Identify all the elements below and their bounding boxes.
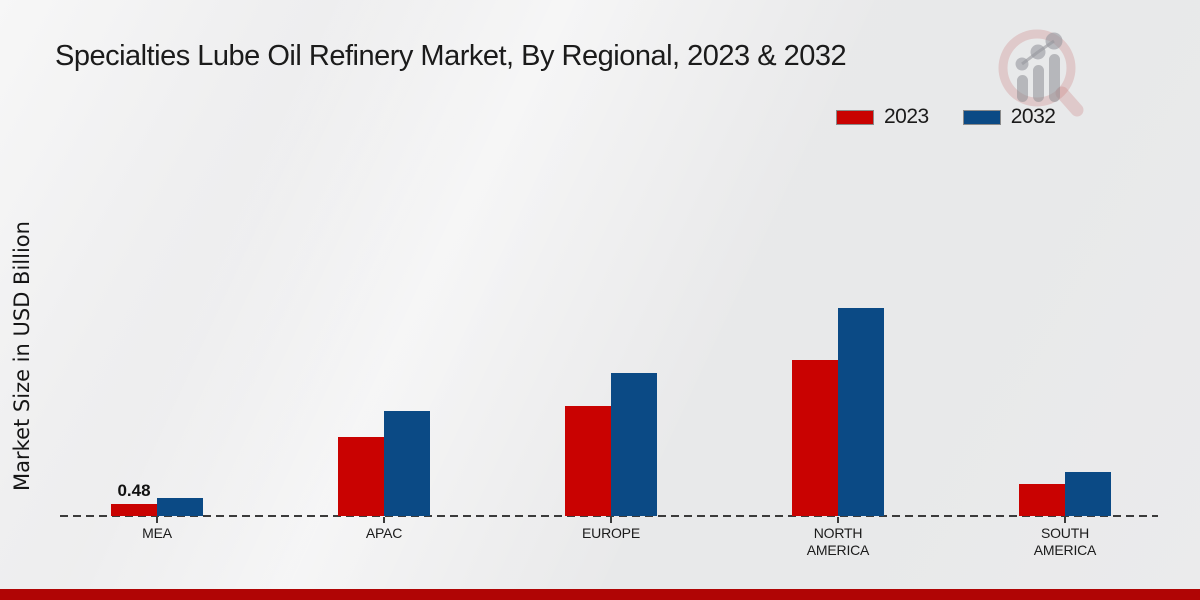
legend-item-2032: 2032 (962, 105, 1056, 129)
bar-2032-europe (611, 373, 657, 516)
magnifier-growth-chart-icon (998, 29, 1084, 117)
legend-swatch-2023 (836, 109, 874, 125)
data-label-2023-mea: 0.48 (117, 481, 151, 500)
bar-2032-north-america (838, 308, 884, 516)
legend-swatch-2032 (962, 109, 1001, 125)
category-label-north-america: NORTH AMERICA (806, 525, 870, 558)
x-tick-north-america (837, 517, 839, 523)
legend-label-2023: 2023 (884, 105, 929, 128)
bar-2023-north-america (792, 360, 838, 516)
legend: 2023 2032 (836, 105, 1056, 129)
category-label-south-america: SOUTH AMERICA (1033, 525, 1097, 558)
bar-2023-mea (111, 504, 157, 516)
legend-label-2032: 2032 (1010, 105, 1056, 128)
category-label-apac: APAC (365, 525, 403, 541)
bar-2032-south-america (1065, 472, 1111, 516)
footer-accent-bar (0, 589, 1200, 600)
bar-2023-europe (565, 406, 611, 516)
x-tick-south-america (1064, 517, 1066, 523)
legend-item-2023: 2023 (836, 105, 929, 129)
chart-title: Specialties Lube Oil Refinery Market, By… (55, 40, 847, 72)
x-tick-apac (383, 517, 385, 523)
bar-2032-mea (157, 498, 203, 516)
bar-2023-apac (338, 437, 384, 516)
category-label-mea: MEA (142, 525, 172, 541)
category-label-europe: EUROPE (582, 525, 640, 541)
x-tick-europe (610, 517, 612, 523)
x-axis-baseline (60, 515, 1158, 517)
x-tick-mea (156, 517, 158, 523)
bar-2023-south-america (1019, 484, 1065, 516)
bar-2032-apac (384, 411, 430, 516)
